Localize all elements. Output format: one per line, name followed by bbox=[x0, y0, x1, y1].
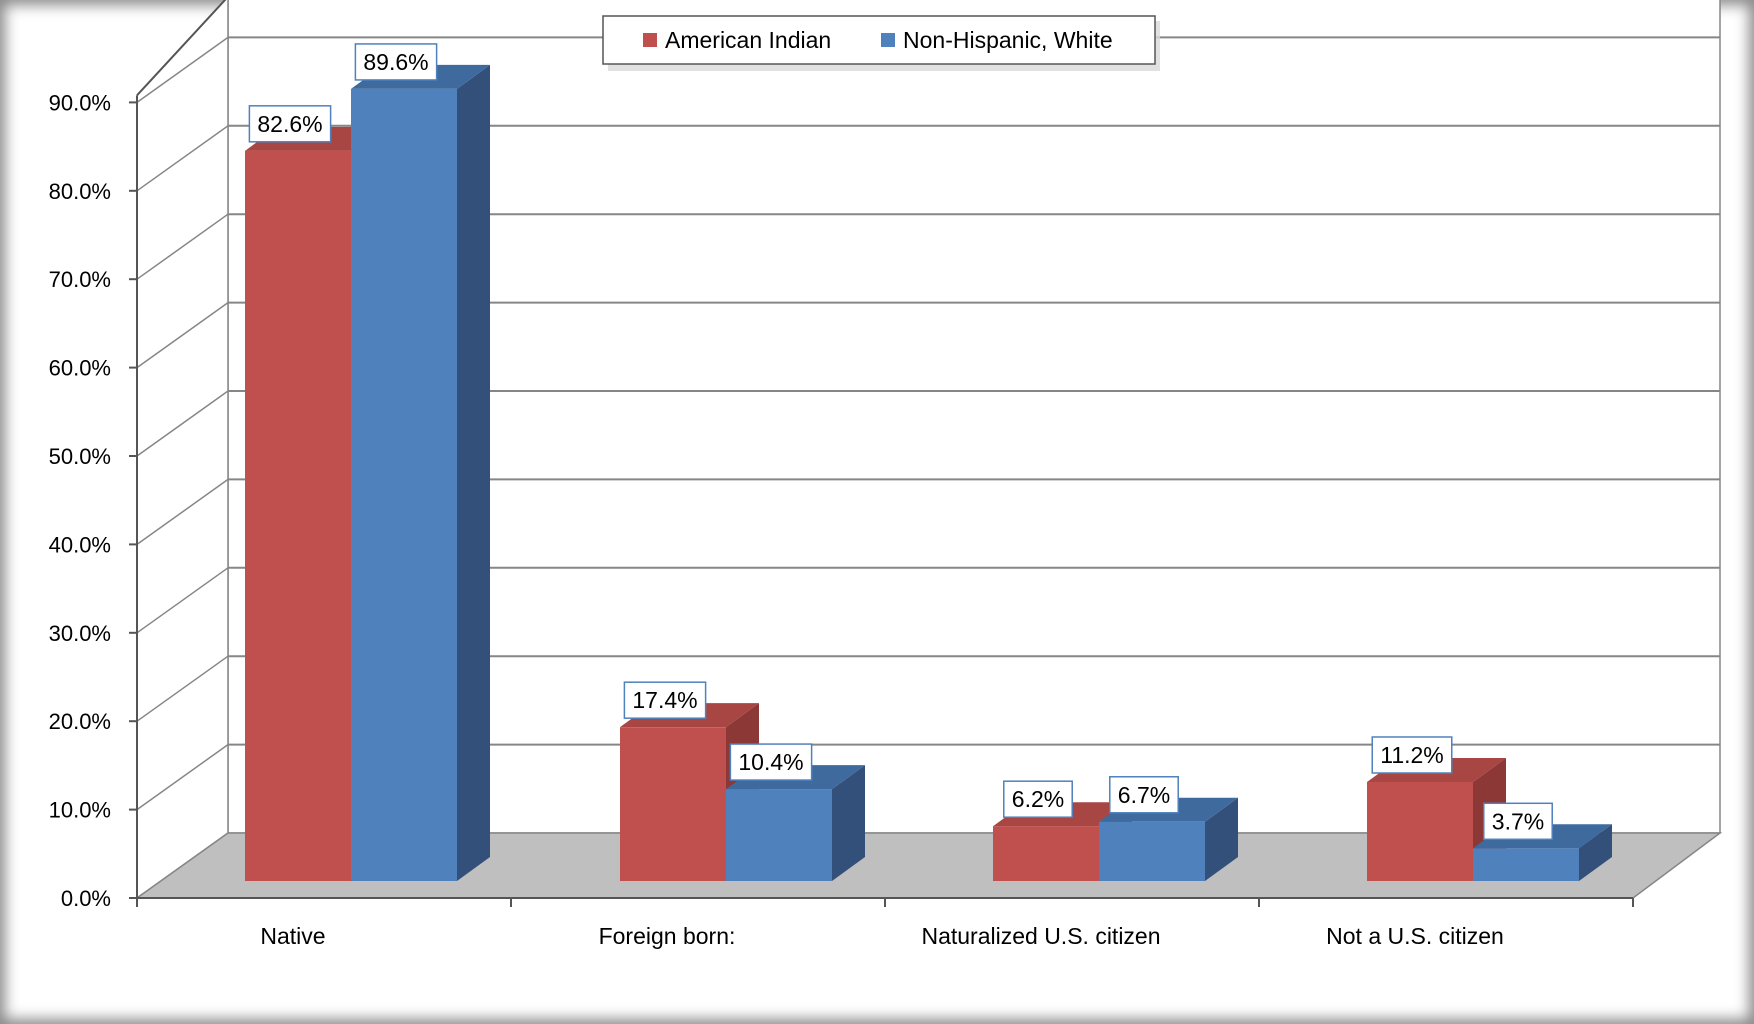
y-tick-label: 90.0% bbox=[49, 90, 111, 115]
y-tick-label: 20.0% bbox=[49, 709, 111, 734]
gridline-side bbox=[136, 301, 229, 369]
data-label-text: 6.2% bbox=[1012, 786, 1064, 812]
data-label-text: 10.4% bbox=[738, 749, 803, 775]
bar-front-face bbox=[993, 826, 1099, 881]
x-category-label: Not a U.S. citizen bbox=[1326, 923, 1504, 949]
legend-box bbox=[602, 15, 1160, 71]
data-label-box bbox=[1371, 736, 1453, 774]
y-tick-label: 50.0% bbox=[49, 444, 111, 469]
legend-label: Non-Hispanic, White bbox=[903, 27, 1113, 53]
bar-front-face bbox=[1473, 848, 1579, 881]
data-label-box bbox=[1003, 780, 1073, 818]
bar bbox=[726, 765, 865, 881]
x-axis-category-labels: Native Foreign born: Naturalized U.S. citi… bbox=[260, 923, 1503, 949]
gridline-side bbox=[136, 36, 229, 104]
bar-side-face bbox=[457, 64, 490, 882]
gridline-side bbox=[136, 478, 229, 546]
side-wall bbox=[137, 0, 228, 898]
legend-swatch bbox=[881, 33, 895, 47]
legend-item: American Indian bbox=[643, 27, 831, 53]
y-tick-label: 0.0% bbox=[61, 886, 111, 911]
data-label: 10.4% bbox=[729, 743, 813, 781]
y-axis-tick-labels: 0.0% 10.0% 20.0% 30.0% 40.0% 50.0% 60.0% 70.0% 8… bbox=[49, 90, 111, 911]
y-tick-label: 80.0% bbox=[49, 179, 111, 204]
gridline-side bbox=[136, 213, 229, 280]
y-tick-label: 70.0% bbox=[49, 267, 111, 292]
data-label-box bbox=[1109, 776, 1179, 814]
legend-item: Non-Hispanic, White bbox=[881, 27, 1113, 53]
y-tick-label: 60.0% bbox=[49, 356, 111, 381]
data-label-box bbox=[248, 105, 332, 143]
gridline-side bbox=[136, 655, 229, 722]
axes bbox=[129, 0, 1634, 907]
data-label-box bbox=[729, 743, 813, 781]
bar-side-face bbox=[1205, 797, 1238, 881]
data-label-text: 17.4% bbox=[632, 687, 697, 713]
data-label-text: 89.6% bbox=[363, 49, 428, 75]
bar-front-face bbox=[726, 789, 832, 881]
x-category-label: Naturalized U.S. citizen bbox=[921, 923, 1160, 949]
data-label: 17.4% bbox=[623, 681, 707, 719]
x-category-label: Foreign born: bbox=[599, 923, 736, 949]
gridline-side bbox=[136, 743, 229, 811]
bar-front-face bbox=[245, 150, 351, 882]
bar-side-face bbox=[832, 765, 865, 881]
bars bbox=[245, 64, 1612, 882]
data-label: 82.6% bbox=[248, 105, 332, 143]
data-label-text: 3.7% bbox=[1492, 808, 1544, 834]
data-label-box bbox=[1483, 802, 1553, 841]
y-tick-label: 30.0% bbox=[49, 621, 111, 646]
gridline-side bbox=[136, 390, 229, 457]
legend-frame bbox=[602, 15, 1156, 65]
data-label-box bbox=[623, 681, 707, 719]
x-category-label: Native bbox=[260, 923, 325, 949]
gridline-side bbox=[136, 567, 229, 634]
bar-front-face bbox=[1099, 821, 1205, 881]
legend-swatch bbox=[643, 33, 657, 47]
bar bbox=[351, 64, 490, 882]
legend: American Indian Non-Hispanic, White bbox=[602, 15, 1160, 71]
bar-front-face bbox=[620, 727, 726, 881]
data-label: 11.2% bbox=[1371, 736, 1453, 774]
y-tick-label: 40.0% bbox=[49, 532, 111, 557]
data-label: 89.6% bbox=[354, 43, 438, 81]
data-labels: 82.6% 17.4% 6.2% 11.2% 89.6% 10.4% 6.7% 3.7% bbox=[248, 43, 1553, 841]
gridline-side bbox=[136, 125, 229, 192]
y-tick-label: 10.0% bbox=[49, 798, 111, 823]
bar bbox=[1099, 797, 1238, 881]
legend-label: American Indian bbox=[665, 27, 831, 53]
side-wall-top-edge bbox=[136, 0, 227, 97]
data-label: 3.7% bbox=[1483, 802, 1553, 841]
bar-front-face bbox=[1367, 781, 1473, 881]
bar-side-face bbox=[1579, 824, 1612, 881]
data-label-text: 11.2% bbox=[1380, 742, 1444, 768]
data-label: 6.7% bbox=[1109, 776, 1179, 814]
data-label: 6.2% bbox=[1003, 780, 1073, 818]
data-label-box bbox=[354, 43, 438, 81]
chart-walls bbox=[137, 0, 1721, 898]
bar-front-face bbox=[351, 88, 457, 882]
data-label-text: 82.6% bbox=[257, 111, 322, 137]
data-label-text: 6.7% bbox=[1118, 782, 1170, 808]
